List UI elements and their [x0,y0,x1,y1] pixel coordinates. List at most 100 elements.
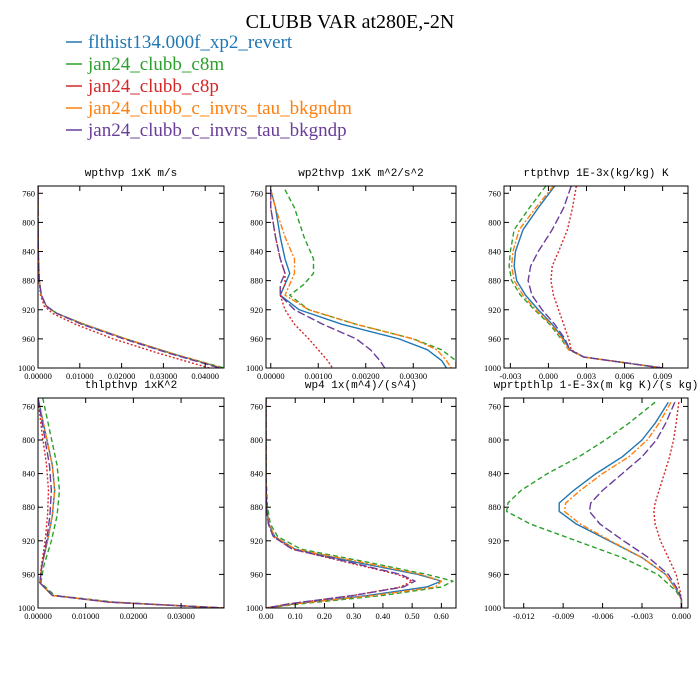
y-tick-label: 760 [22,188,35,198]
series-line-4 [38,398,224,608]
x-tick-label: 0.00000 [24,371,52,381]
y-tick-label: 840 [22,247,35,257]
series-group [505,401,683,608]
panel-3: rtpthvp 1E-3x(kg/kg) K 760 800 840 880 920 960… [484,168,689,381]
plot-frame [503,397,689,609]
panel-5: wp4 1x(m^4)/(s^4) 760 800 840 880 920 960 1000 0… [246,380,457,621]
figure-title: CLUBB VAR at280E,-2N [246,11,455,33]
x-tick-label: 0.20 [317,611,332,621]
series-line-3 [270,189,334,368]
series-line-1 [558,401,683,608]
x-tick-label: -0.003 [499,371,521,381]
series-line-4 [266,398,443,608]
y-tick-label: 1000 [246,603,263,613]
y-tick-label: 1000 [18,603,35,613]
y-tick-label: 800 [250,217,263,227]
series-line-1 [266,398,443,608]
x-tick-label: 0.40 [375,611,390,621]
y-tick-label: 800 [488,435,501,445]
series-line-5 [527,186,663,368]
x-tick-label: 0.03000 [150,371,178,381]
y-tick-label: 800 [488,217,501,227]
y-tick-label: 800 [22,435,35,445]
x-tick-label: 0.006 [615,371,634,381]
legend-label: jan24_clubb_c_invrs_tau_bkgndp [87,120,347,141]
legend-entry: jan24_clubb_c8m [66,54,224,75]
series-line-3 [38,398,224,608]
y-tick-label: 760 [250,401,263,411]
series-line-3 [653,402,683,608]
x-tick-label: 0.00000 [24,611,52,621]
x-tick-label: -0.009 [552,611,574,621]
panels: wpthvp 1xK m/s76080084088092096010000.00… [18,168,698,621]
panel-2: wp2thvp 1xK m^2/s^2 760 800 840 880 920 960 100… [246,168,457,381]
y-tick-label: 800 [22,217,35,227]
series-line-3 [266,398,413,608]
panel-title: wp4 1x(m^4)/(s^4) [305,380,417,392]
series-line-4 [510,186,663,368]
y-tick-label: 840 [488,247,501,257]
legend-label: jan24_clubb_c8p [87,76,219,97]
y-tick-label: 760 [22,401,35,411]
y-tick-label: 960 [250,569,263,579]
series-line-3 [38,186,210,368]
panel-1: wpthvp 1xK m/s 760 800 840 880 920 960 10000.00… [18,168,225,381]
y-tick-label: 960 [22,569,35,579]
y-tick-label: 760 [250,188,263,198]
y-tick-label: 800 [250,435,263,445]
y-tick-label: 960 [488,569,501,579]
series-group [38,186,224,368]
legend-label: jan24_clubb_c8m [87,54,224,75]
panel-title: wp2thvp 1xK m^2/s^2 [298,168,423,180]
panel-6: wprtpthlp 1-E-3x(m kg K)/(s kg) 760 800 840… [484,380,698,621]
legend: flthist134.000f_xp2_revertjan24_clubb_c8… [66,32,352,141]
y-tick-label: 880 [250,502,263,512]
x-tick-label: 0.01000 [72,611,100,621]
y-tick-label: 840 [250,469,263,479]
y-tick-label: 960 [22,334,35,344]
legend-label: jan24_clubb_c_invrs_tau_bkgndm [87,98,352,119]
plot-frame [265,397,457,609]
y-tick-label: 880 [22,276,35,286]
x-tick-label: 0.50 [405,611,420,621]
y-tick-label: 760 [488,401,501,411]
x-tick-label: 0.00300 [399,371,427,381]
series-line-3 [550,186,663,368]
series-line-1 [38,398,224,608]
y-tick-label: 1000 [246,363,263,373]
y-tick-label: 920 [250,536,263,546]
panel-title: wprtpthlp 1-E-3x(m kg K)/(s kg) [494,380,699,392]
series-group [508,186,663,368]
y-tick-label: 960 [250,334,263,344]
series-group [266,398,454,608]
y-tick-label: 760 [488,188,501,198]
x-tick-label: 0.000 [539,371,558,381]
x-tick-label: 0.01000 [66,371,94,381]
x-tick-label: 0.10 [288,611,303,621]
x-tick-label: 0.03000 [167,611,195,621]
y-tick-label: 880 [22,502,35,512]
x-tick-label: 0.009 [653,371,672,381]
series-line-5 [38,398,224,608]
y-tick-label: 880 [488,502,501,512]
series-line-5 [270,189,386,368]
y-tick-label: 1000 [484,603,501,613]
x-tick-label: 0.00100 [304,371,332,381]
legend-entry: jan24_clubb_c_invrs_tau_bkgndm [66,98,352,119]
legend-entry: jan24_clubb_c_invrs_tau_bkgndp [66,120,347,141]
x-tick-label: 0.00000 [257,371,285,381]
x-tick-label: 0.02000 [108,371,136,381]
legend-entry: flthist134.000f_xp2_revert [66,32,293,53]
series-group [38,398,224,608]
x-tick-label: 0.000 [672,611,691,621]
x-tick-label: -0.003 [631,611,653,621]
x-tick-label: -0.006 [592,611,614,621]
plot-frame [37,185,225,369]
y-tick-label: 920 [22,536,35,546]
x-tick-label: 0.30 [346,611,361,621]
x-tick-label: 0.003 [577,371,596,381]
plot-frame [37,397,225,609]
series-line-4 [270,189,452,368]
plot-frame [503,185,689,369]
